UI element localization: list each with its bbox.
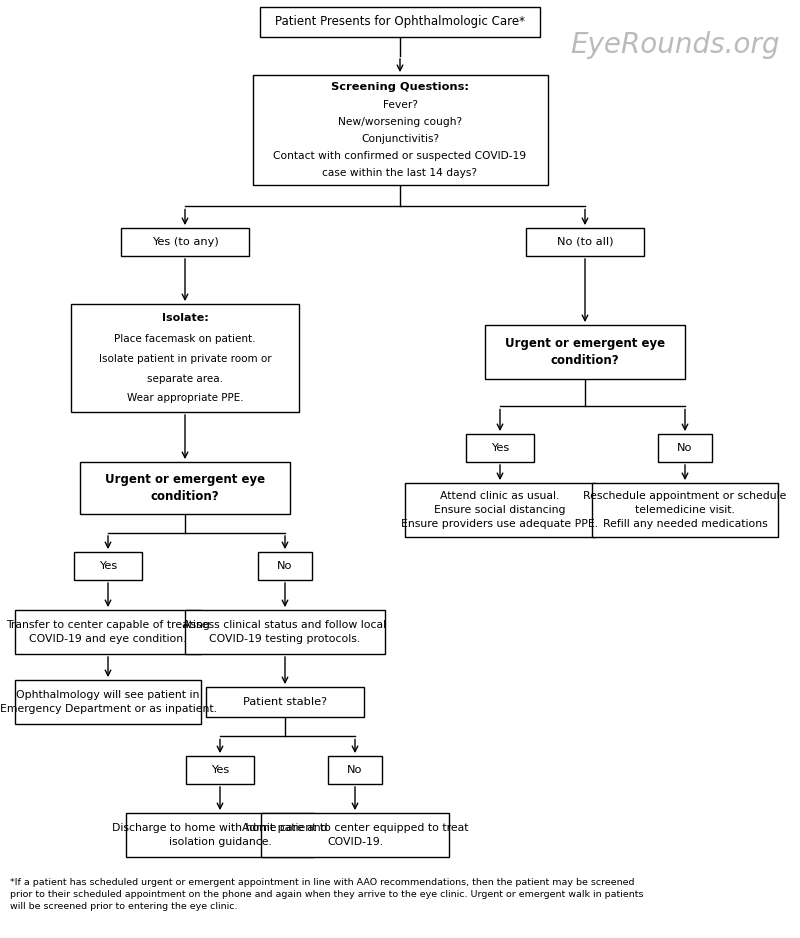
FancyBboxPatch shape <box>260 7 540 37</box>
FancyBboxPatch shape <box>253 75 547 185</box>
Text: separate area.: separate area. <box>147 373 223 384</box>
FancyBboxPatch shape <box>206 687 364 717</box>
FancyBboxPatch shape <box>328 756 382 784</box>
Text: Wear appropriate PPE.: Wear appropriate PPE. <box>126 393 243 403</box>
Text: No (to all): No (to all) <box>557 237 614 247</box>
Text: Screening Questions:: Screening Questions: <box>331 82 469 92</box>
FancyBboxPatch shape <box>466 434 534 462</box>
FancyBboxPatch shape <box>126 813 314 857</box>
Text: Yes: Yes <box>99 561 117 571</box>
Text: Isolate:: Isolate: <box>162 312 208 323</box>
FancyBboxPatch shape <box>261 813 449 857</box>
Text: Assess clinical status and follow local
COVID-19 testing protocols.: Assess clinical status and follow local … <box>183 620 386 644</box>
Text: No: No <box>278 561 293 571</box>
FancyBboxPatch shape <box>258 552 312 580</box>
Text: Transfer to center capable of treating
COVID-19 and eye condition.: Transfer to center capable of treating C… <box>6 620 210 644</box>
FancyBboxPatch shape <box>74 552 142 580</box>
Text: Conjunctivitis?: Conjunctivitis? <box>361 134 439 144</box>
Text: EyeRounds.org: EyeRounds.org <box>570 31 780 59</box>
Text: Patient Presents for Ophthalmologic Care*: Patient Presents for Ophthalmologic Care… <box>275 16 525 28</box>
FancyBboxPatch shape <box>71 304 299 412</box>
Text: Urgent or emergent eye
condition?: Urgent or emergent eye condition? <box>505 337 665 368</box>
Text: Reschedule appointment or schedule
telemedicine visit.
Refill any needed medicat: Reschedule appointment or schedule telem… <box>583 491 786 529</box>
FancyBboxPatch shape <box>186 756 254 784</box>
FancyBboxPatch shape <box>485 325 685 379</box>
Text: Patient stable?: Patient stable? <box>243 697 327 707</box>
FancyBboxPatch shape <box>592 483 778 537</box>
Text: Contact with confirmed or suspected COVID-19: Contact with confirmed or suspected COVI… <box>274 151 526 161</box>
Text: Yes: Yes <box>491 443 509 453</box>
Text: New/worsening cough?: New/worsening cough? <box>338 117 462 128</box>
Text: Discharge to home with home care and
isolation guidance.: Discharge to home with home care and iso… <box>112 823 328 847</box>
FancyBboxPatch shape <box>80 462 290 514</box>
FancyBboxPatch shape <box>15 680 201 724</box>
Text: *If a patient has scheduled urgent or emergent appointment in line with AAO reco: *If a patient has scheduled urgent or em… <box>10 878 643 911</box>
Text: Fever?: Fever? <box>382 100 418 111</box>
Text: Admit patient to center equipped to treat
COVID-19.: Admit patient to center equipped to trea… <box>242 823 468 847</box>
Text: Ophthalmology will see patient in
Emergency Department or as inpatient.: Ophthalmology will see patient in Emerge… <box>0 690 217 714</box>
Text: Yes: Yes <box>211 765 229 775</box>
Text: case within the last 14 days?: case within the last 14 days? <box>322 168 478 178</box>
Text: No: No <box>678 443 693 453</box>
FancyBboxPatch shape <box>121 228 249 256</box>
FancyBboxPatch shape <box>185 610 385 654</box>
Text: Urgent or emergent eye
condition?: Urgent or emergent eye condition? <box>105 473 265 504</box>
Text: Attend clinic as usual.
Ensure social distancing
Ensure providers use adequate P: Attend clinic as usual. Ensure social di… <box>402 491 598 529</box>
FancyBboxPatch shape <box>658 434 712 462</box>
FancyBboxPatch shape <box>15 610 201 654</box>
Text: No: No <box>347 765 362 775</box>
Text: Place facemask on patient.: Place facemask on patient. <box>114 334 256 344</box>
Text: Yes (to any): Yes (to any) <box>152 237 218 247</box>
FancyBboxPatch shape <box>526 228 644 256</box>
FancyBboxPatch shape <box>405 483 595 537</box>
Text: Isolate patient in private room or: Isolate patient in private room or <box>98 354 271 364</box>
